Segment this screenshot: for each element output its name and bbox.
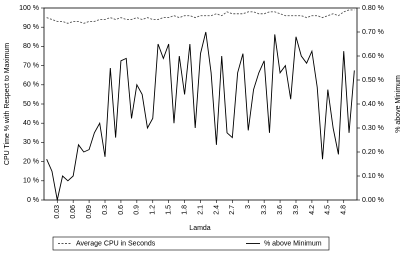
x-tick-label: 0.6	[118, 205, 125, 215]
y-tick-label: 0 %	[27, 197, 39, 204]
y2-tick-label: 0.20 %	[362, 149, 384, 156]
x-tick-label: 0.9	[134, 205, 141, 215]
y-tick-label: 70 %	[23, 62, 39, 69]
x-tick-label: 1.8	[181, 205, 188, 215]
x-tick-label: 2.4	[213, 205, 220, 215]
y2-tick-label: 0.80 %	[362, 5, 384, 12]
x-tick-label: 3.3	[261, 205, 268, 215]
y-tick-label: 90 %	[23, 24, 39, 31]
x-axis-label: Lamda	[189, 225, 211, 232]
x-tick-label: 4.2	[309, 205, 316, 215]
x-tick-label: 0.09	[86, 205, 93, 219]
y2-tick-label: 0.30 %	[362, 125, 384, 132]
y-tick-label: 100 %	[19, 5, 39, 12]
legend-label: % above Minimum	[264, 240, 322, 247]
x-tick-label: 3.6	[277, 205, 284, 215]
y-tick-label: 60 %	[23, 82, 39, 89]
x-tick-label: 0.03	[54, 205, 61, 219]
y-tick-label: 80 %	[23, 43, 39, 50]
series-line	[46, 31, 355, 201]
y2-tick-label: 0.00 %	[362, 197, 384, 204]
legend	[52, 236, 330, 251]
x-tick-label: 2.1	[197, 205, 204, 215]
x-tick-label: 3	[245, 205, 252, 209]
y-tick-label: 40 %	[23, 120, 39, 127]
series-line	[46, 9, 355, 24]
x-tick-label: 0.3	[102, 205, 109, 215]
y-tick-label: 30 %	[23, 139, 39, 146]
y2-tick-label: 0.10 %	[362, 173, 384, 180]
y-tick-label: 20 %	[23, 158, 39, 165]
x-tick-label: 3.9	[293, 205, 300, 215]
x-tick-label: 0.06	[70, 205, 77, 219]
y-axis-label: CPU Time % with Respect to Maximum	[4, 43, 11, 165]
y2-tick-label: 0.70 %	[362, 29, 384, 36]
y-tick-label: 50 %	[23, 101, 39, 108]
y-tick-label: 10 %	[23, 178, 39, 185]
x-tick-label: 1.2	[150, 205, 157, 215]
y2-tick-label: 0.60 %	[362, 53, 384, 60]
y2-tick-label: 0.40 %	[362, 101, 384, 108]
plot-frame	[43, 7, 358, 201]
x-tick-label: 2.7	[229, 205, 236, 215]
y2-axis-label: % above Minimum	[395, 75, 402, 133]
x-tick-label: 1.5	[166, 205, 173, 215]
y2-tick-label: 0.50 %	[362, 77, 384, 84]
x-tick-label: 4.8	[341, 205, 348, 215]
legend-label: Average CPU in Seconds	[76, 240, 156, 247]
x-tick-label: 4.5	[325, 205, 332, 215]
